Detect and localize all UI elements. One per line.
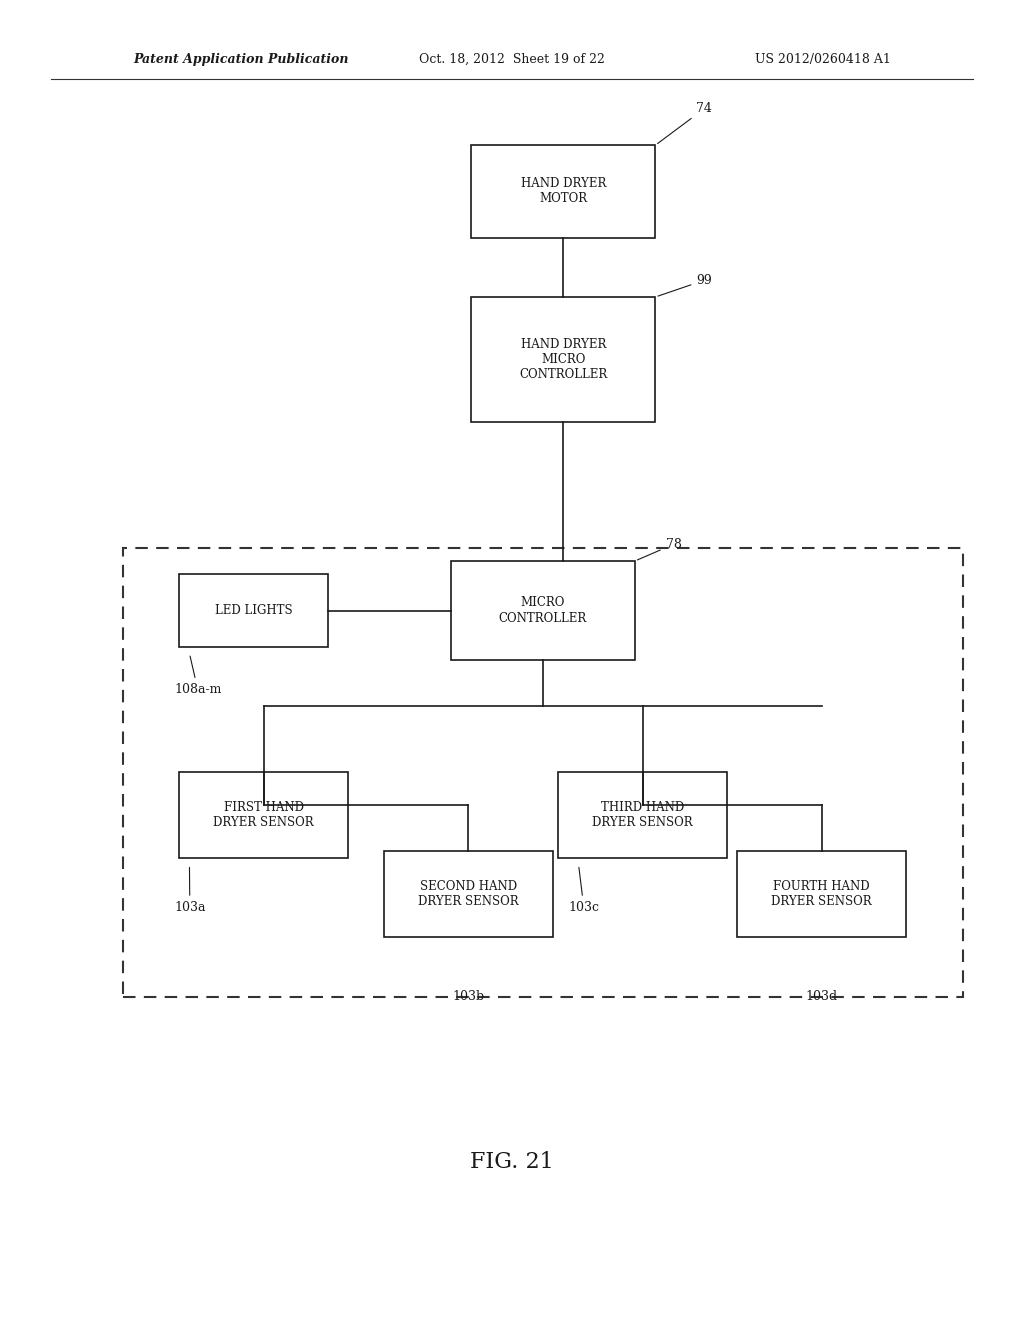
Text: LED LIGHTS: LED LIGHTS	[215, 605, 292, 616]
Text: THIRD HAND
DRYER SENSOR: THIRD HAND DRYER SENSOR	[592, 801, 693, 829]
FancyBboxPatch shape	[179, 574, 328, 647]
Text: Patent Application Publication: Patent Application Publication	[133, 53, 348, 66]
Text: Oct. 18, 2012  Sheet 19 of 22: Oct. 18, 2012 Sheet 19 of 22	[419, 53, 605, 66]
Text: FIG. 21: FIG. 21	[470, 1151, 554, 1172]
FancyBboxPatch shape	[471, 145, 655, 238]
FancyBboxPatch shape	[384, 851, 553, 937]
Text: 99: 99	[658, 273, 712, 296]
Text: 108a-m: 108a-m	[174, 656, 221, 696]
Text: HAND DRYER
MICRO
CONTROLLER: HAND DRYER MICRO CONTROLLER	[519, 338, 607, 381]
Text: 103a: 103a	[174, 867, 206, 913]
Text: US 2012/0260418 A1: US 2012/0260418 A1	[755, 53, 891, 66]
FancyBboxPatch shape	[179, 772, 348, 858]
Text: FOURTH HAND
DRYER SENSOR: FOURTH HAND DRYER SENSOR	[771, 880, 872, 908]
Text: HAND DRYER
MOTOR: HAND DRYER MOTOR	[520, 177, 606, 206]
FancyBboxPatch shape	[737, 851, 906, 937]
Text: MICRO
CONTROLLER: MICRO CONTROLLER	[499, 597, 587, 624]
Text: 103c: 103c	[568, 867, 599, 913]
Text: 74: 74	[657, 102, 713, 144]
Text: 103d: 103d	[806, 990, 838, 1003]
FancyBboxPatch shape	[471, 297, 655, 422]
FancyBboxPatch shape	[558, 772, 727, 858]
FancyBboxPatch shape	[451, 561, 635, 660]
Text: 78: 78	[637, 537, 682, 560]
Text: 103b: 103b	[453, 990, 484, 1003]
Text: SECOND HAND
DRYER SENSOR: SECOND HAND DRYER SENSOR	[418, 880, 519, 908]
Text: FIRST HAND
DRYER SENSOR: FIRST HAND DRYER SENSOR	[213, 801, 314, 829]
